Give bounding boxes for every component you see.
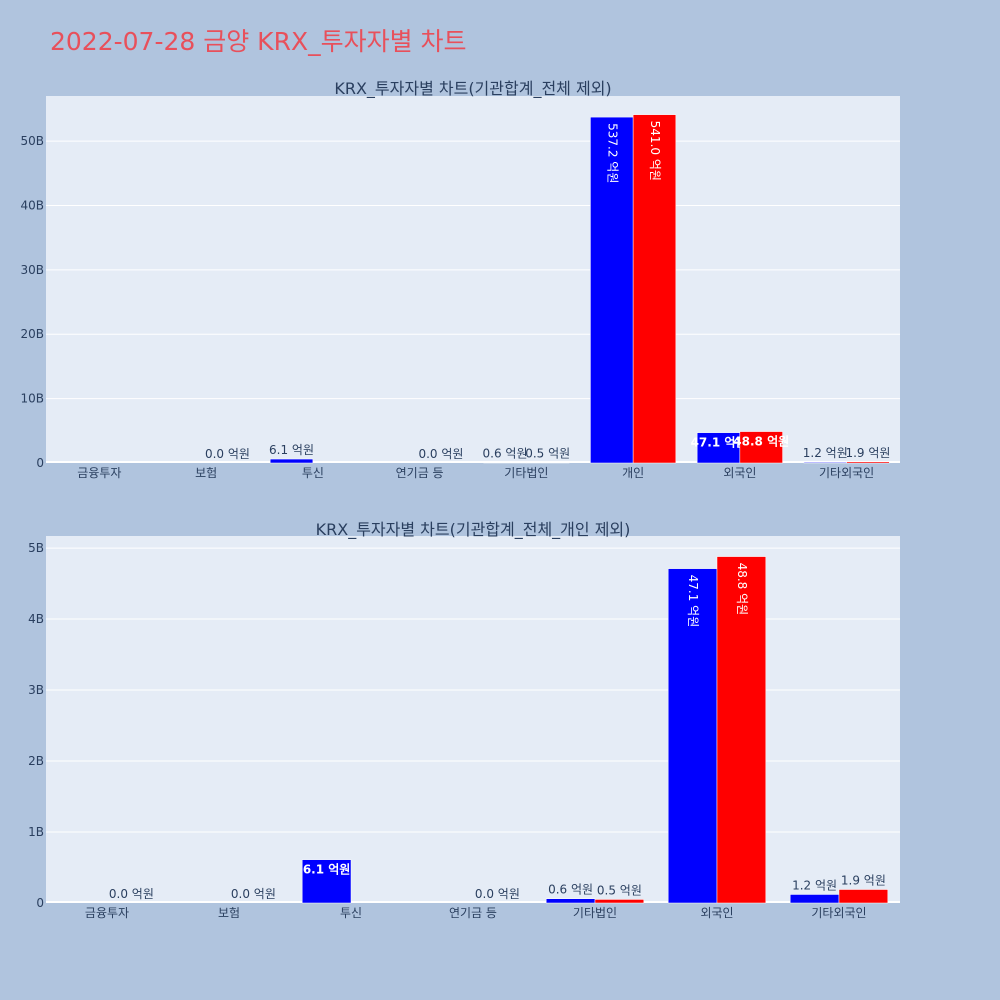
bar-data-label: 0.5 억원 [597,883,642,897]
x-tick-label: 기타외국인 [819,466,874,480]
bar-data-label: 0.6 억원 [548,883,593,897]
bar-data-label: 47.1 억원 [686,575,700,628]
bar-data-label: 0.0 억원 [205,447,250,461]
bar [301,859,352,904]
chart-title: KRX_투자자별 차트(기관합계_전체 제외) [334,79,611,99]
bar-data-label: 1.2 억원 [792,878,837,892]
bar-data-label: 537.2 억원 [605,123,619,183]
x-tick-label: 금융투자 [77,466,121,480]
y-tick-label: 2B [28,754,44,768]
bar-data-label: 48.8 억원 [735,563,749,616]
bar [594,899,645,904]
bar [632,114,677,464]
bar [803,461,847,464]
bar [667,568,718,904]
bar-data-label: 1.9 억원 [841,874,886,888]
bar-data-label: 1.9 억원 [845,446,890,460]
y-tick-label: 1B [28,825,44,839]
bar-data-label: 47.1 억원 [691,436,747,450]
bar [716,556,767,904]
bar-data-label: 6.1 억원 [303,863,351,877]
x-tick-label: 투신 [302,466,324,480]
bar-data-label: 6.1 억원 [269,443,314,457]
x-tick-label: 외국인 [723,466,756,480]
x-tick-label: 외국인 [700,906,733,920]
y-tick-label: 30B [20,263,44,277]
page-title: 2022-07-28 금양 KRX_투자자별 차트 [50,27,467,56]
bar-data-label: 0.5 억원 [525,447,570,461]
x-tick-label: 연기금 등 [396,466,444,480]
plot-area [46,536,900,903]
chart-title: KRX_투자자별 차트(기관합계_전체_개인 제외) [316,520,631,540]
y-tick-label: 5B [28,541,44,555]
y-tick-label: 20B [20,327,44,341]
bar [789,894,840,904]
bar-data-label: 48.8 억원 [733,435,789,449]
y-tick-label: 50B [20,134,44,148]
bar [739,431,783,464]
x-tick-label: 금융투자 [85,906,129,920]
bar [846,461,890,464]
y-tick-label: 4B [28,612,44,626]
y-tick-label: 40B [20,198,44,212]
x-tick-label: 연기금 등 [449,906,497,920]
x-tick-label: 보험 [195,466,217,480]
bar-data-label: 0.0 억원 [231,887,276,901]
bar-data-label: 0.0 억원 [475,887,520,901]
y-tick-label: 10B [20,392,44,406]
x-tick-label: 기타법인 [573,906,617,920]
plot-area [46,96,900,463]
x-tick-label: 보험 [218,906,240,920]
bar-data-label: 0.0 억원 [418,447,463,461]
bar-data-label: 0.0 억원 [109,887,154,901]
x-tick-label: 개인 [622,466,644,480]
bar-data-label: 1.2 억원 [803,446,848,460]
y-tick-label: 3B [28,683,44,697]
chart-2: 0 1B 2B 3B 4B 5B KRX_투자자별 차트(기관합계_전체_개인 제외) 금융투… [28,520,900,920]
y-tick-label: 0 [36,896,44,910]
x-tick-label: 기타외국인 [811,906,866,920]
y-tick-label: 0 [36,456,44,470]
bar [545,898,596,904]
bar [838,889,889,904]
bar-data-label: 541.0 억원 [648,121,662,181]
bar-data-label: 0.6 억원 [483,447,528,461]
x-tick-label: 투신 [340,906,362,920]
bar [269,458,314,464]
bar [696,432,741,464]
x-tick-label: 기타법인 [504,466,548,480]
chart-1: 0 10B 20B 30B 40B 50B KRX_투자자별 차트(기관합계_전체 제외) 금… [20,79,900,480]
